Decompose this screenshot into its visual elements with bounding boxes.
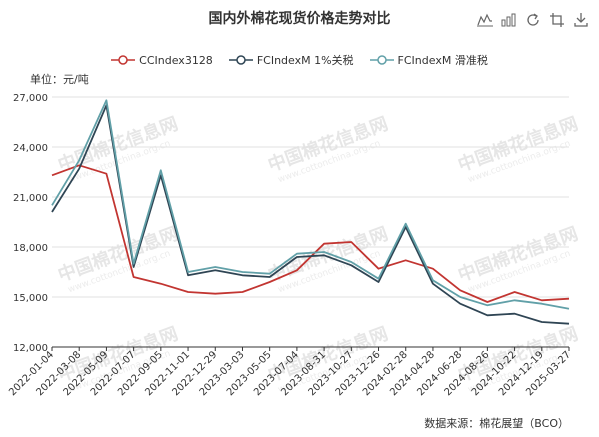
line-chart-icon[interactable] [477, 12, 493, 28]
restore-icon[interactable] [549, 12, 565, 28]
x-tick-label: 2025-03-27 [524, 349, 573, 398]
y-tick-label: 24,000 [13, 143, 48, 154]
x-tick-label: 2023-07-04 [252, 349, 301, 398]
x-tick-label: 2022-09-05 [116, 349, 165, 398]
watermark-url: www.cottonchina.org.cn [277, 139, 382, 185]
x-tick-label: 2022-12-29 [171, 349, 220, 398]
source-note: 数据来源：棉花展望（BCO） [424, 417, 569, 430]
watermark-text: 中国棉花信息网 [265, 322, 391, 386]
watermark-url: www.cottonchina.org.cn [467, 139, 572, 185]
watermark-text: 中国棉花信息网 [265, 112, 391, 176]
x-tick-label: 2023-10-27 [307, 349, 356, 398]
x-tick-label: 2023-08-31 [279, 349, 328, 398]
legend-item-fcindex-1pct[interactable]: FCIndexM 1%关税 [228, 52, 354, 68]
legend-item-fcindex-sliding[interactable]: FCIndexM 滑准税 [369, 52, 488, 68]
legend-item-ccindex[interactable]: CCIndex3128 [111, 52, 213, 68]
watermark-text: 中国棉花信息网 [55, 112, 181, 176]
series-line-2 [51, 99, 570, 310]
x-tick-label: 2022-05-09 [62, 349, 111, 398]
x-tick-label: 2024-10-22 [470, 349, 519, 398]
download-icon[interactable] [573, 12, 589, 28]
x-tick-label: 2022-01-04 [7, 349, 56, 398]
x-tick-label: 2024-12-19 [497, 349, 546, 398]
x-tick-label: 2023-12-26 [334, 349, 383, 398]
watermark-url: www.cottonchina.org.cn [67, 349, 172, 395]
series-line-1 [51, 104, 570, 325]
y-tick-label: 12,000 [13, 343, 48, 354]
watermark-url: www.cottonchina.org.cn [277, 349, 382, 395]
legend-label: FCIndexM 1%关税 [256, 54, 354, 67]
toolbox [477, 12, 589, 28]
watermark-text: 中国棉花信息网 [55, 322, 181, 386]
x-tick-label: 2022-07-07 [89, 349, 138, 398]
watermark-text: 中国棉花信息网 [265, 222, 391, 286]
watermark-url: www.cottonchina.org.cn [467, 349, 572, 395]
refresh-icon[interactable] [525, 12, 541, 28]
watermark-url: www.cottonchina.org.cn [67, 139, 172, 185]
x-tick-label: 2024-06-28 [415, 349, 464, 398]
x-tick-label: 2024-08-26 [443, 349, 492, 398]
watermark-url: www.cottonchina.org.cn [467, 249, 572, 295]
watermark-url: www.cottonchina.org.cn [67, 249, 172, 295]
x-tick-label: 2024-04-28 [388, 349, 437, 398]
y-tick-label: 21,000 [13, 193, 48, 204]
y-tick-label: 18,000 [13, 243, 48, 254]
legend-label: FCIndexM 滑准税 [397, 54, 488, 67]
watermark-text: 中国棉花信息网 [455, 322, 581, 386]
x-tick-label: 2023-05-05 [225, 349, 274, 398]
y-axis-unit: 单位：元/吨 [30, 73, 89, 86]
x-tick-label: 2022-03-08 [34, 349, 83, 398]
watermark-text: 中国棉花信息网 [55, 222, 181, 286]
y-tick-label: 27,000 [13, 93, 48, 104]
legend-label: CCIndex3128 [139, 53, 213, 67]
x-tick-label: 2024-02-28 [361, 349, 410, 398]
series-line-0 [51, 164, 570, 303]
bar-chart-icon[interactable] [501, 12, 517, 28]
chart-title: 国内外棉花现货价格走势对比 [208, 11, 391, 27]
legend: CCIndex3128 FCIndexM 1%关税 FCIndexM 滑准税 [0, 52, 599, 68]
x-tick-label: 2022-11-01 [143, 349, 192, 398]
x-tick-label: 2023-03-03 [198, 349, 247, 398]
y-tick-label: 15,000 [13, 293, 48, 304]
watermark-url: www.cottonchina.org.cn [277, 249, 382, 295]
watermark-text: 中国棉花信息网 [455, 112, 581, 176]
watermark-text: 中国棉花信息网 [455, 222, 581, 286]
